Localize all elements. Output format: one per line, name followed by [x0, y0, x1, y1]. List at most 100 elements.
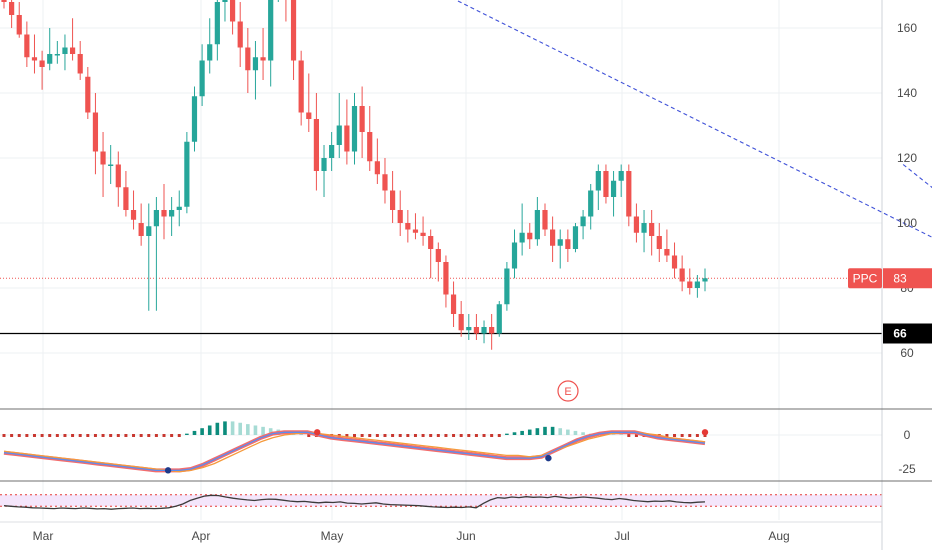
candle-body [146, 226, 152, 236]
candle-body [214, 2, 220, 45]
candlestick-pane: E [0, 0, 932, 402]
bearish-cross-marker [314, 429, 321, 436]
candle-body [207, 44, 213, 61]
histogram-dot [688, 434, 692, 437]
histogram-bar [246, 424, 250, 435]
candle-body [435, 249, 441, 262]
candle-body [54, 54, 60, 56]
candle-body [77, 54, 83, 74]
histogram-dot [459, 434, 463, 437]
candle-body [62, 47, 68, 54]
histogram-dot [497, 434, 501, 437]
histogram-dot [170, 434, 174, 437]
histogram-dot [436, 434, 440, 437]
histogram-bar [215, 422, 220, 435]
histogram-bar [543, 426, 547, 435]
candle-body [489, 327, 495, 334]
candle-body [359, 106, 365, 132]
histogram-dot [177, 434, 181, 437]
histogram-bar [535, 428, 540, 435]
histogram-bar [550, 426, 555, 435]
candle-body [374, 161, 380, 175]
histogram-dot [421, 434, 425, 437]
time-tick-label: Aug [768, 529, 789, 543]
histogram-dot [368, 434, 372, 437]
candle-body [671, 255, 678, 269]
candle-body [572, 226, 579, 249]
candle-body [428, 236, 434, 249]
price-tick-label: 160 [897, 21, 917, 35]
candle-body [191, 96, 198, 142]
candle-body [260, 57, 266, 61]
histogram-bar [268, 428, 273, 435]
histogram-dot [2, 434, 6, 437]
histogram-bar [207, 425, 212, 435]
histogram-dot [703, 434, 707, 437]
candle-body [31, 57, 38, 61]
histogram-dot [634, 434, 638, 437]
macd-pane [0, 421, 882, 474]
candle-body [351, 106, 358, 152]
candle-body [511, 242, 518, 269]
time-tick-label: May [321, 529, 344, 543]
candle-body [580, 216, 586, 227]
price-tick-label: 140 [897, 86, 917, 100]
histogram-dot [391, 434, 395, 437]
histogram-bar [581, 432, 585, 435]
candle-body [420, 232, 426, 236]
candle-body [694, 281, 700, 288]
histogram-dot [627, 434, 631, 437]
histogram-dot [71, 434, 75, 437]
candle-body [565, 239, 571, 249]
histogram-dot [482, 434, 486, 437]
candle-body [473, 327, 480, 334]
candle-body [24, 34, 30, 58]
trendline [902, 164, 932, 189]
candle-body [557, 239, 563, 246]
candle-body [16, 15, 22, 35]
candle-body [443, 262, 449, 295]
histogram-dot [474, 434, 478, 437]
histogram-dot [353, 434, 356, 437]
candle-body [519, 232, 525, 243]
histogram-dot [17, 434, 21, 437]
histogram-dot [32, 434, 36, 437]
candle-body [298, 60, 304, 113]
ticker-tag [848, 268, 882, 289]
candle-body [656, 236, 662, 249]
candle-body [39, 60, 45, 67]
earnings-event-label: E [564, 386, 571, 398]
macd-tick-label: -25 [898, 462, 916, 476]
bullish-cross-marker [164, 467, 172, 474]
trendline [454, 0, 932, 238]
candle-body [222, 0, 228, 2]
histogram-bar [619, 434, 623, 435]
histogram-bar [200, 428, 204, 435]
histogram-bar [611, 434, 616, 435]
rsi-line [3, 494, 706, 510]
candle-body [123, 187, 129, 210]
histogram-dot [307, 434, 311, 437]
histogram-dot [93, 434, 97, 437]
histogram-dot [25, 434, 29, 437]
histogram-dot [86, 434, 90, 437]
macd-signal-line [3, 431, 706, 473]
support-tag [883, 323, 932, 344]
candle-body [229, 0, 236, 22]
candle-body [649, 223, 655, 236]
candle-body [169, 210, 175, 217]
histogram-dot [360, 434, 364, 437]
candle-body [336, 125, 342, 145]
histogram-dot [124, 434, 128, 437]
histogram-dot [63, 434, 67, 437]
last-price-tag [883, 268, 932, 289]
candle-body [496, 304, 502, 334]
price-tick-label: 100 [897, 216, 917, 230]
candle-body [504, 268, 510, 305]
earnings-event-marker [557, 380, 579, 402]
price-tick-label: 60 [900, 346, 914, 360]
histogram-dot [383, 434, 387, 437]
histogram-bar [527, 429, 532, 435]
candle-body [382, 174, 388, 191]
